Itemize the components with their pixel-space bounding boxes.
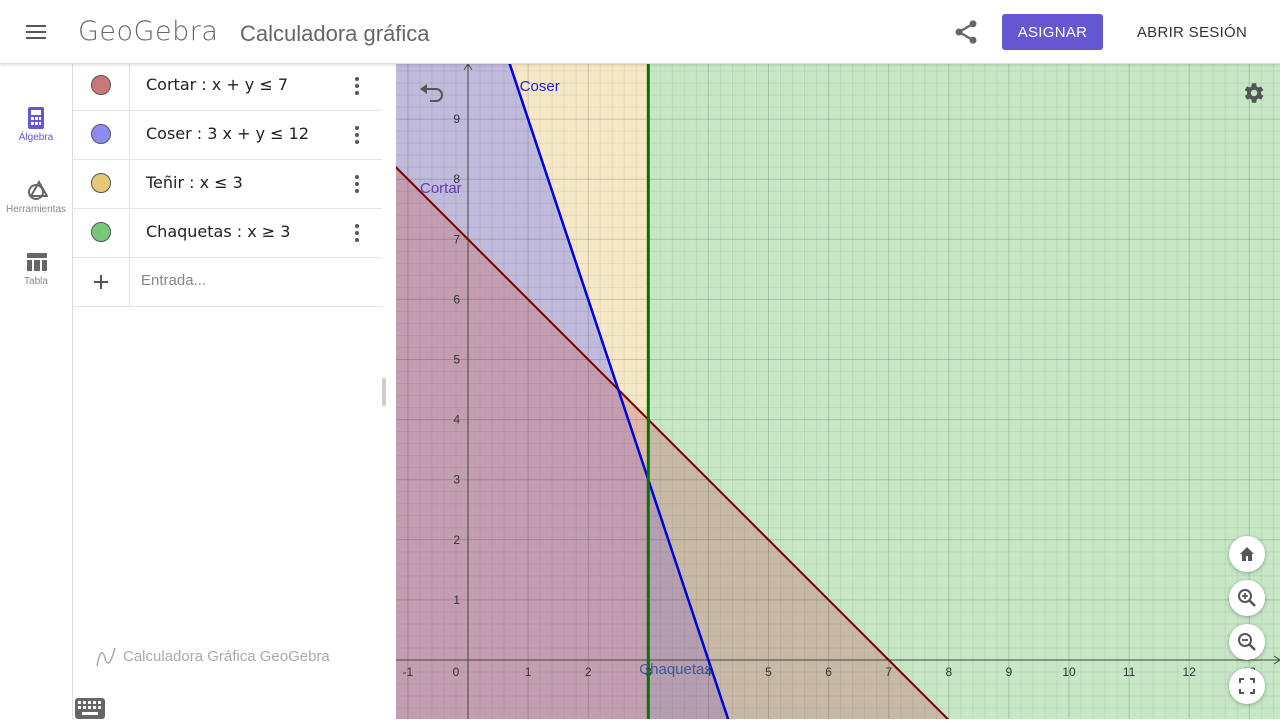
y-axis-arrow [463,64,473,71]
app-footer-branding: Calculadora Gráfica GeoGebra [95,646,330,668]
x-axis-arrow [1273,655,1280,665]
algebra-row-chaquetas[interactable]: Chaquetas : x ≥ 3 [73,209,383,258]
x-tick-label: 4 [705,665,712,679]
x-tick-label: 9 [1006,665,1013,679]
marble-cell [73,258,130,306]
graphics-view[interactable]: -1012345678910111213123456789CoserCortar… [396,64,1280,719]
marble-cell [73,209,130,257]
rail-item-table[interactable]: Tabla [0,242,72,302]
visibility-toggle[interactable] [91,222,111,242]
x-tick-label: -1 [403,665,414,679]
menu-icon[interactable] [22,20,50,44]
visibility-toggle[interactable] [91,173,111,193]
chaquetas-label: Chaquetas [639,661,712,678]
undo-icon[interactable] [418,80,446,104]
rail-label-tools: Herramientas [5,204,67,215]
more-options-icon[interactable] [345,74,369,98]
drag-handle[interactable] [382,378,386,406]
algebra-expression[interactable]: Cortar : x + y ≤ 7 [146,75,289,94]
visibility-toggle[interactable] [91,75,111,95]
x-tick-label: 5 [765,665,772,679]
gear-icon[interactable] [1240,80,1266,106]
rail-label-table: Tabla [24,276,48,287]
geogebra-logo: GeoGebra [78,16,219,47]
table-icon [27,253,47,271]
algebra-row-coser[interactable]: Coser : 3 x + y ≤ 12 [73,111,383,160]
algebra-input[interactable]: Entrada... [141,272,207,289]
graphing-logo-icon [96,647,116,667]
algebra-row-tenir[interactable]: Teñir : x ≤ 3 [73,160,383,209]
y-tick-label: 9 [453,112,460,126]
marble-cell [73,111,130,159]
zoom-out-icon [1238,633,1256,651]
graph-canvas[interactable]: -1012345678910111213123456789CoserCortar… [396,64,1280,719]
x-tick-label: 7 [885,665,892,679]
fullscreen-button[interactable] [1229,668,1265,704]
assign-button[interactable]: ASIGNAR [1002,14,1103,50]
x-tick-label: 2 [585,665,592,679]
perspective-rail: Álgebra Herramientas Tabla [0,64,72,719]
more-options-icon[interactable] [345,172,369,196]
x-tick-label: 12 [1183,665,1197,679]
algebra-panel: Cortar : x + y ≤ 7 Coser : 3 x + y ≤ 12 … [72,62,383,719]
x-tick-label: 10 [1062,665,1076,679]
x-tick-label: 6 [825,665,832,679]
y-tick-label: 7 [453,232,460,246]
login-button[interactable]: ABRIR SESIÓN [1136,23,1248,41]
algebra-row-cortar[interactable]: Cortar : x + y ≤ 7 [73,62,383,111]
x-tick-label: 1 [525,665,532,679]
panel-splitter[interactable] [382,64,396,719]
plus-icon[interactable] [91,270,111,294]
marble-cell [73,62,130,110]
y-tick-label: 8 [453,172,460,186]
y-tick-label: 5 [453,353,460,367]
zoom-in-button[interactable] [1229,580,1265,616]
x-tick-label: 11 [1123,665,1136,679]
x-tick-label: 8 [945,665,952,679]
home-icon [1240,547,1254,561]
chaquetas-region [648,64,1280,719]
more-options-icon[interactable] [345,123,369,147]
fullscreen-icon [1239,678,1255,694]
y-tick-label: 2 [453,533,460,547]
more-options-icon[interactable] [345,221,369,245]
home-button[interactable] [1229,536,1265,572]
keyboard-icon[interactable] [75,698,105,719]
rail-item-tools[interactable]: Herramientas [0,170,72,230]
zoom-in-icon [1238,589,1256,607]
visibility-toggle[interactable] [91,124,111,144]
zoom-out-button[interactable] [1229,624,1265,660]
rail-label-algebra: Álgebra [18,132,54,143]
y-tick-label: 1 [453,593,460,607]
cortar-line [396,165,950,719]
footer-text: Calculadora Gráfica GeoGebra [123,647,330,665]
x-tick-label: 0 [453,665,460,679]
calculator-icon [28,107,44,129]
y-tick-label: 6 [453,292,460,306]
coser-line [508,64,730,719]
app-title: Calculadora gráfica [240,21,430,46]
shapes-icon [28,179,48,200]
algebra-expression[interactable]: Chaquetas : x ≥ 3 [146,222,291,241]
cortar-label: Cortar [420,180,462,197]
marble-cell [73,160,130,208]
coser-region [396,64,729,719]
y-tick-label: 3 [453,473,460,487]
coser-label: Coser [520,78,560,95]
rail-item-algebra[interactable]: Álgebra [0,98,72,158]
app-header: GeoGebra Calculadora gráfica ASIGNAR ABR… [0,0,1280,64]
share-icon[interactable] [952,18,980,46]
y-tick-label: 4 [453,413,460,427]
algebra-input-row[interactable]: Entrada... [73,258,383,307]
algebra-expression[interactable]: Coser : 3 x + y ≤ 12 [146,124,309,143]
algebra-expression[interactable]: Teñir : x ≤ 3 [146,173,243,192]
